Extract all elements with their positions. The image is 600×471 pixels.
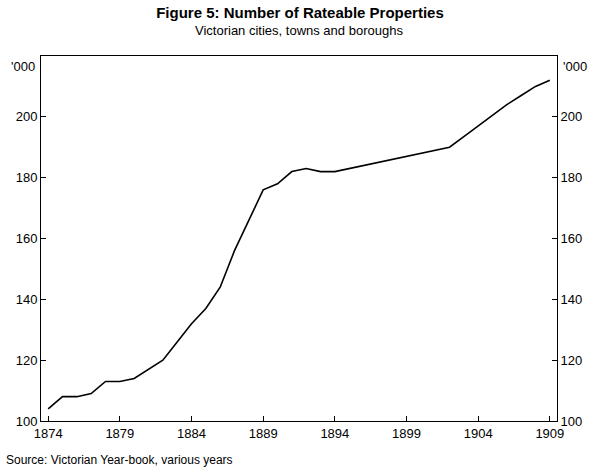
svg-text:'000: '000 [563, 59, 587, 74]
svg-text:1894: 1894 [320, 426, 349, 441]
svg-text:1884: 1884 [177, 426, 206, 441]
svg-text:Source: Victorian Year-book, v: Source: Victorian Year-book, various yea… [6, 453, 233, 467]
svg-text:'000: '000 [11, 59, 35, 74]
svg-text:180: 180 [16, 170, 38, 185]
svg-text:160: 160 [561, 231, 583, 246]
svg-text:100: 100 [561, 414, 583, 429]
svg-text:1909: 1909 [535, 426, 564, 441]
svg-text:100: 100 [16, 414, 38, 429]
svg-text:200: 200 [561, 109, 583, 124]
svg-text:Figure 5: Number of Rateable P: Figure 5: Number of Rateable Properties [156, 4, 444, 21]
svg-text:200: 200 [16, 109, 38, 124]
svg-text:1904: 1904 [464, 426, 493, 441]
svg-text:120: 120 [16, 353, 38, 368]
svg-text:1879: 1879 [105, 426, 134, 441]
svg-text:120: 120 [561, 353, 583, 368]
svg-text:140: 140 [16, 292, 38, 307]
svg-text:Victorian cities, towns and bo: Victorian cities, towns and boroughs [195, 23, 403, 38]
svg-text:180: 180 [561, 170, 583, 185]
svg-text:160: 160 [16, 231, 38, 246]
svg-text:1874: 1874 [34, 426, 63, 441]
svg-text:140: 140 [561, 292, 583, 307]
svg-text:1899: 1899 [392, 426, 421, 441]
svg-text:1889: 1889 [249, 426, 278, 441]
